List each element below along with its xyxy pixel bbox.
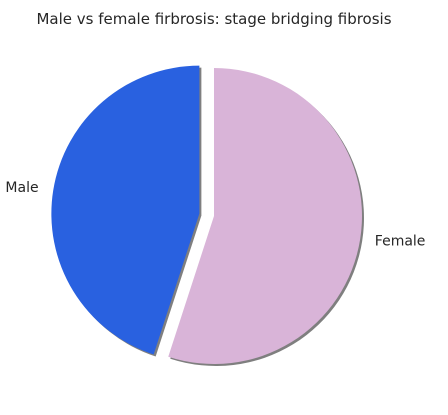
pie-label-female: Female [375, 233, 426, 249]
chart-title: Male vs female firbrosis: stage bridging… [36, 10, 391, 28]
pie-slice-male [51, 65, 200, 355]
pie-label-layer: Male Female [5, 180, 425, 249]
pie-slice-layer [51, 65, 362, 365]
pie-slice-female [168, 68, 362, 365]
pie-label-male: Male [5, 180, 38, 196]
